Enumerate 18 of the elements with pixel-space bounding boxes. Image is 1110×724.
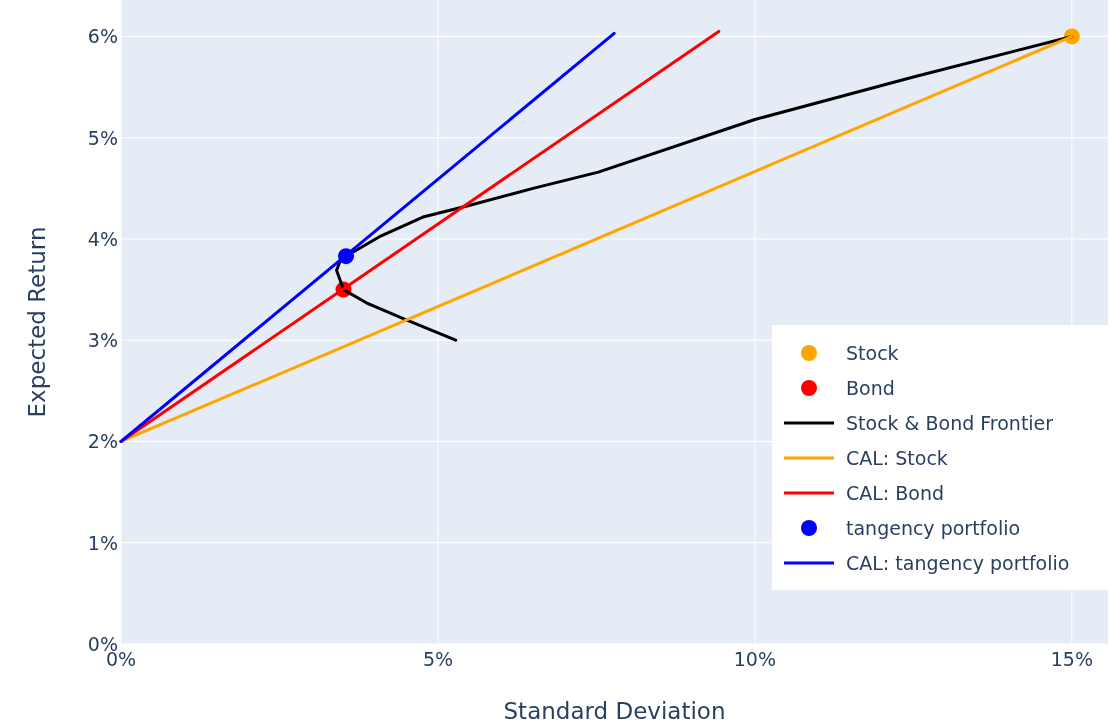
x-tick-label: 10%	[733, 648, 777, 670]
legend-label: CAL: tangency portfolio	[846, 552, 1070, 574]
y-tick-label: 4%	[87, 227, 118, 250]
y-tick-label: 5%	[87, 126, 118, 149]
y-tick-label: 1%	[87, 531, 118, 554]
legend-label: Stock	[846, 342, 899, 364]
legend-label: Bond	[846, 377, 895, 399]
y-tick-label: 2%	[87, 430, 118, 453]
legend-label: CAL: Stock	[846, 447, 948, 469]
y-tick-label: 6%	[87, 25, 118, 48]
y-axis-title: Expected Return	[24, 226, 50, 418]
x-axis-title: Standard Deviation	[503, 698, 726, 724]
y-tick-label: 3%	[87, 329, 118, 352]
x-tick-label: 5%	[422, 648, 454, 670]
legend-label: tangency portfolio	[846, 517, 1021, 539]
x-tick-label: 15%	[1050, 648, 1093, 670]
legend-label: CAL: Bond	[846, 482, 945, 504]
legend-label: Stock & Bond Frontier	[846, 412, 1054, 434]
